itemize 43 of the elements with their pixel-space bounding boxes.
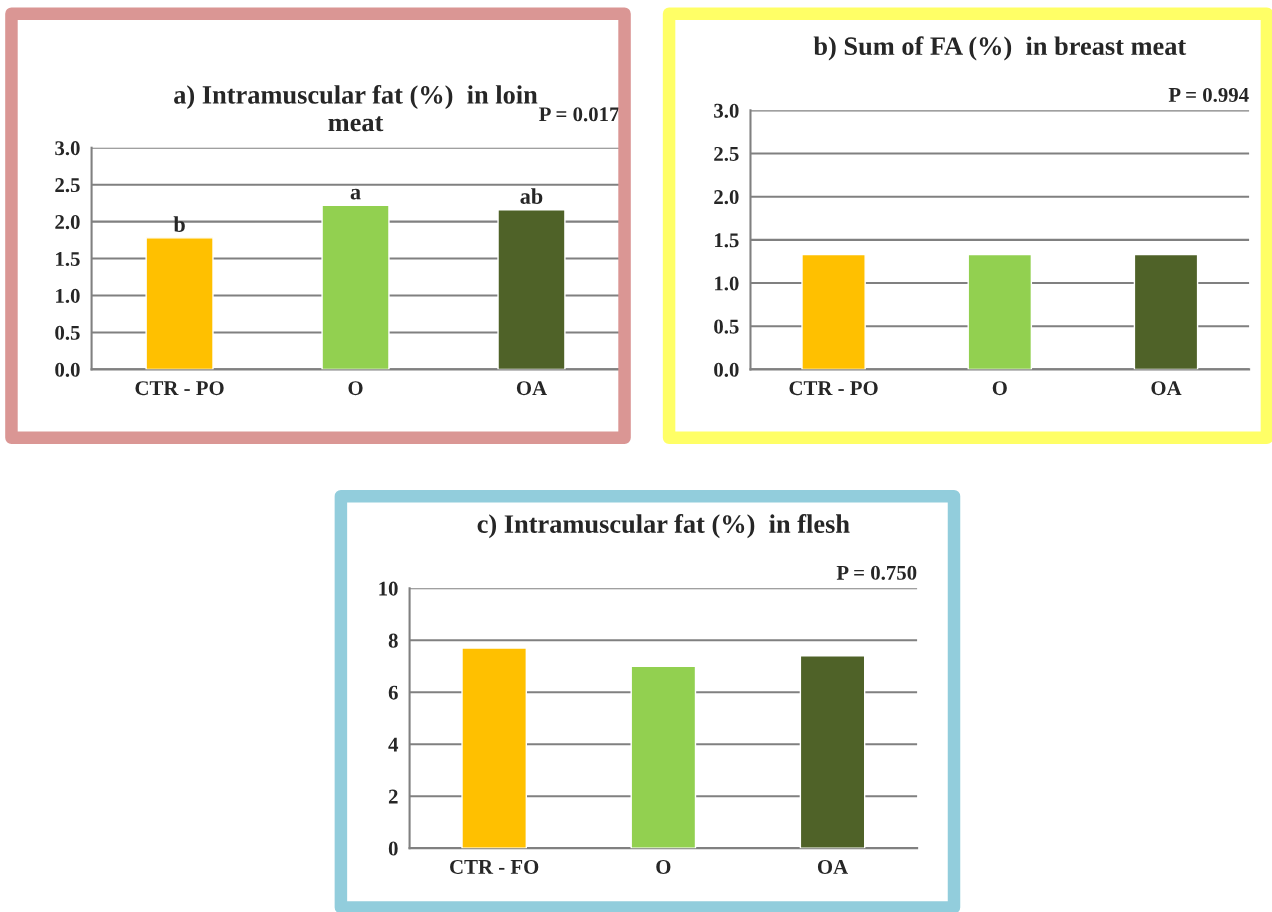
y-tick-label: 2 [388, 789, 398, 804]
bar [799, 655, 866, 849]
x-tick-label: OA [516, 381, 547, 396]
y-tick-label: 1.0 [56, 288, 80, 304]
x-tick-label: O [656, 859, 671, 874]
bar [497, 209, 566, 370]
y-tick-label: 0.5 [55, 325, 80, 340]
y-tick-label: 6 [388, 685, 398, 700]
y-tick-label: 0.0 [714, 362, 739, 377]
y-tick-label: 1.5 [715, 233, 739, 248]
y-tick-label: 3.0 [714, 103, 739, 118]
text: P = 0.994 [1168, 87, 1249, 103]
y-tick-label: 2.5 [714, 146, 739, 162]
annotation: ab [520, 188, 543, 204]
chart-title: c) Intramuscular fat (%) in flesh [477, 514, 850, 539]
y-tick-label: 10 [379, 581, 398, 596]
x-tick-label: OA [817, 859, 848, 874]
y-tick-label: 1.0 [715, 276, 739, 291]
y-tick-label: 2.5 [55, 178, 80, 193]
x-tick-label: O [992, 381, 1007, 396]
y-tick-label: 0 [388, 841, 398, 856]
y-tick-label: 0.0 [55, 362, 80, 377]
x-tick-label: CTR - PO [789, 381, 878, 396]
y-tick-label: 0.5 [714, 319, 739, 334]
y-tick-label: 8 [388, 633, 398, 648]
y-tick-label: 1.5 [56, 252, 80, 267]
chart-title: b) Sum of FA (%) in breast meat [813, 36, 1187, 61]
text: P = 0.750 [836, 565, 917, 580]
text: P = 0.017 [539, 107, 619, 122]
bar [145, 237, 214, 370]
x-tick-label: CTR - FO [450, 859, 539, 874]
bar [321, 204, 390, 370]
y-tick-label: 2.0 [714, 190, 739, 205]
bar [461, 647, 528, 849]
x-tick-label: OA [1151, 381, 1182, 396]
chart-title: a) Intramuscular fat (%) in loin meat [174, 84, 538, 132]
bar [630, 665, 697, 849]
y-tick-label: 4 [388, 737, 399, 752]
x-tick-label: CTR - PO [135, 381, 224, 396]
x-tick-label: O [348, 381, 363, 396]
y-tick-label: 2.0 [55, 214, 80, 230]
y-tick-label: 3.0 [55, 141, 80, 156]
annotation: a [350, 188, 361, 200]
